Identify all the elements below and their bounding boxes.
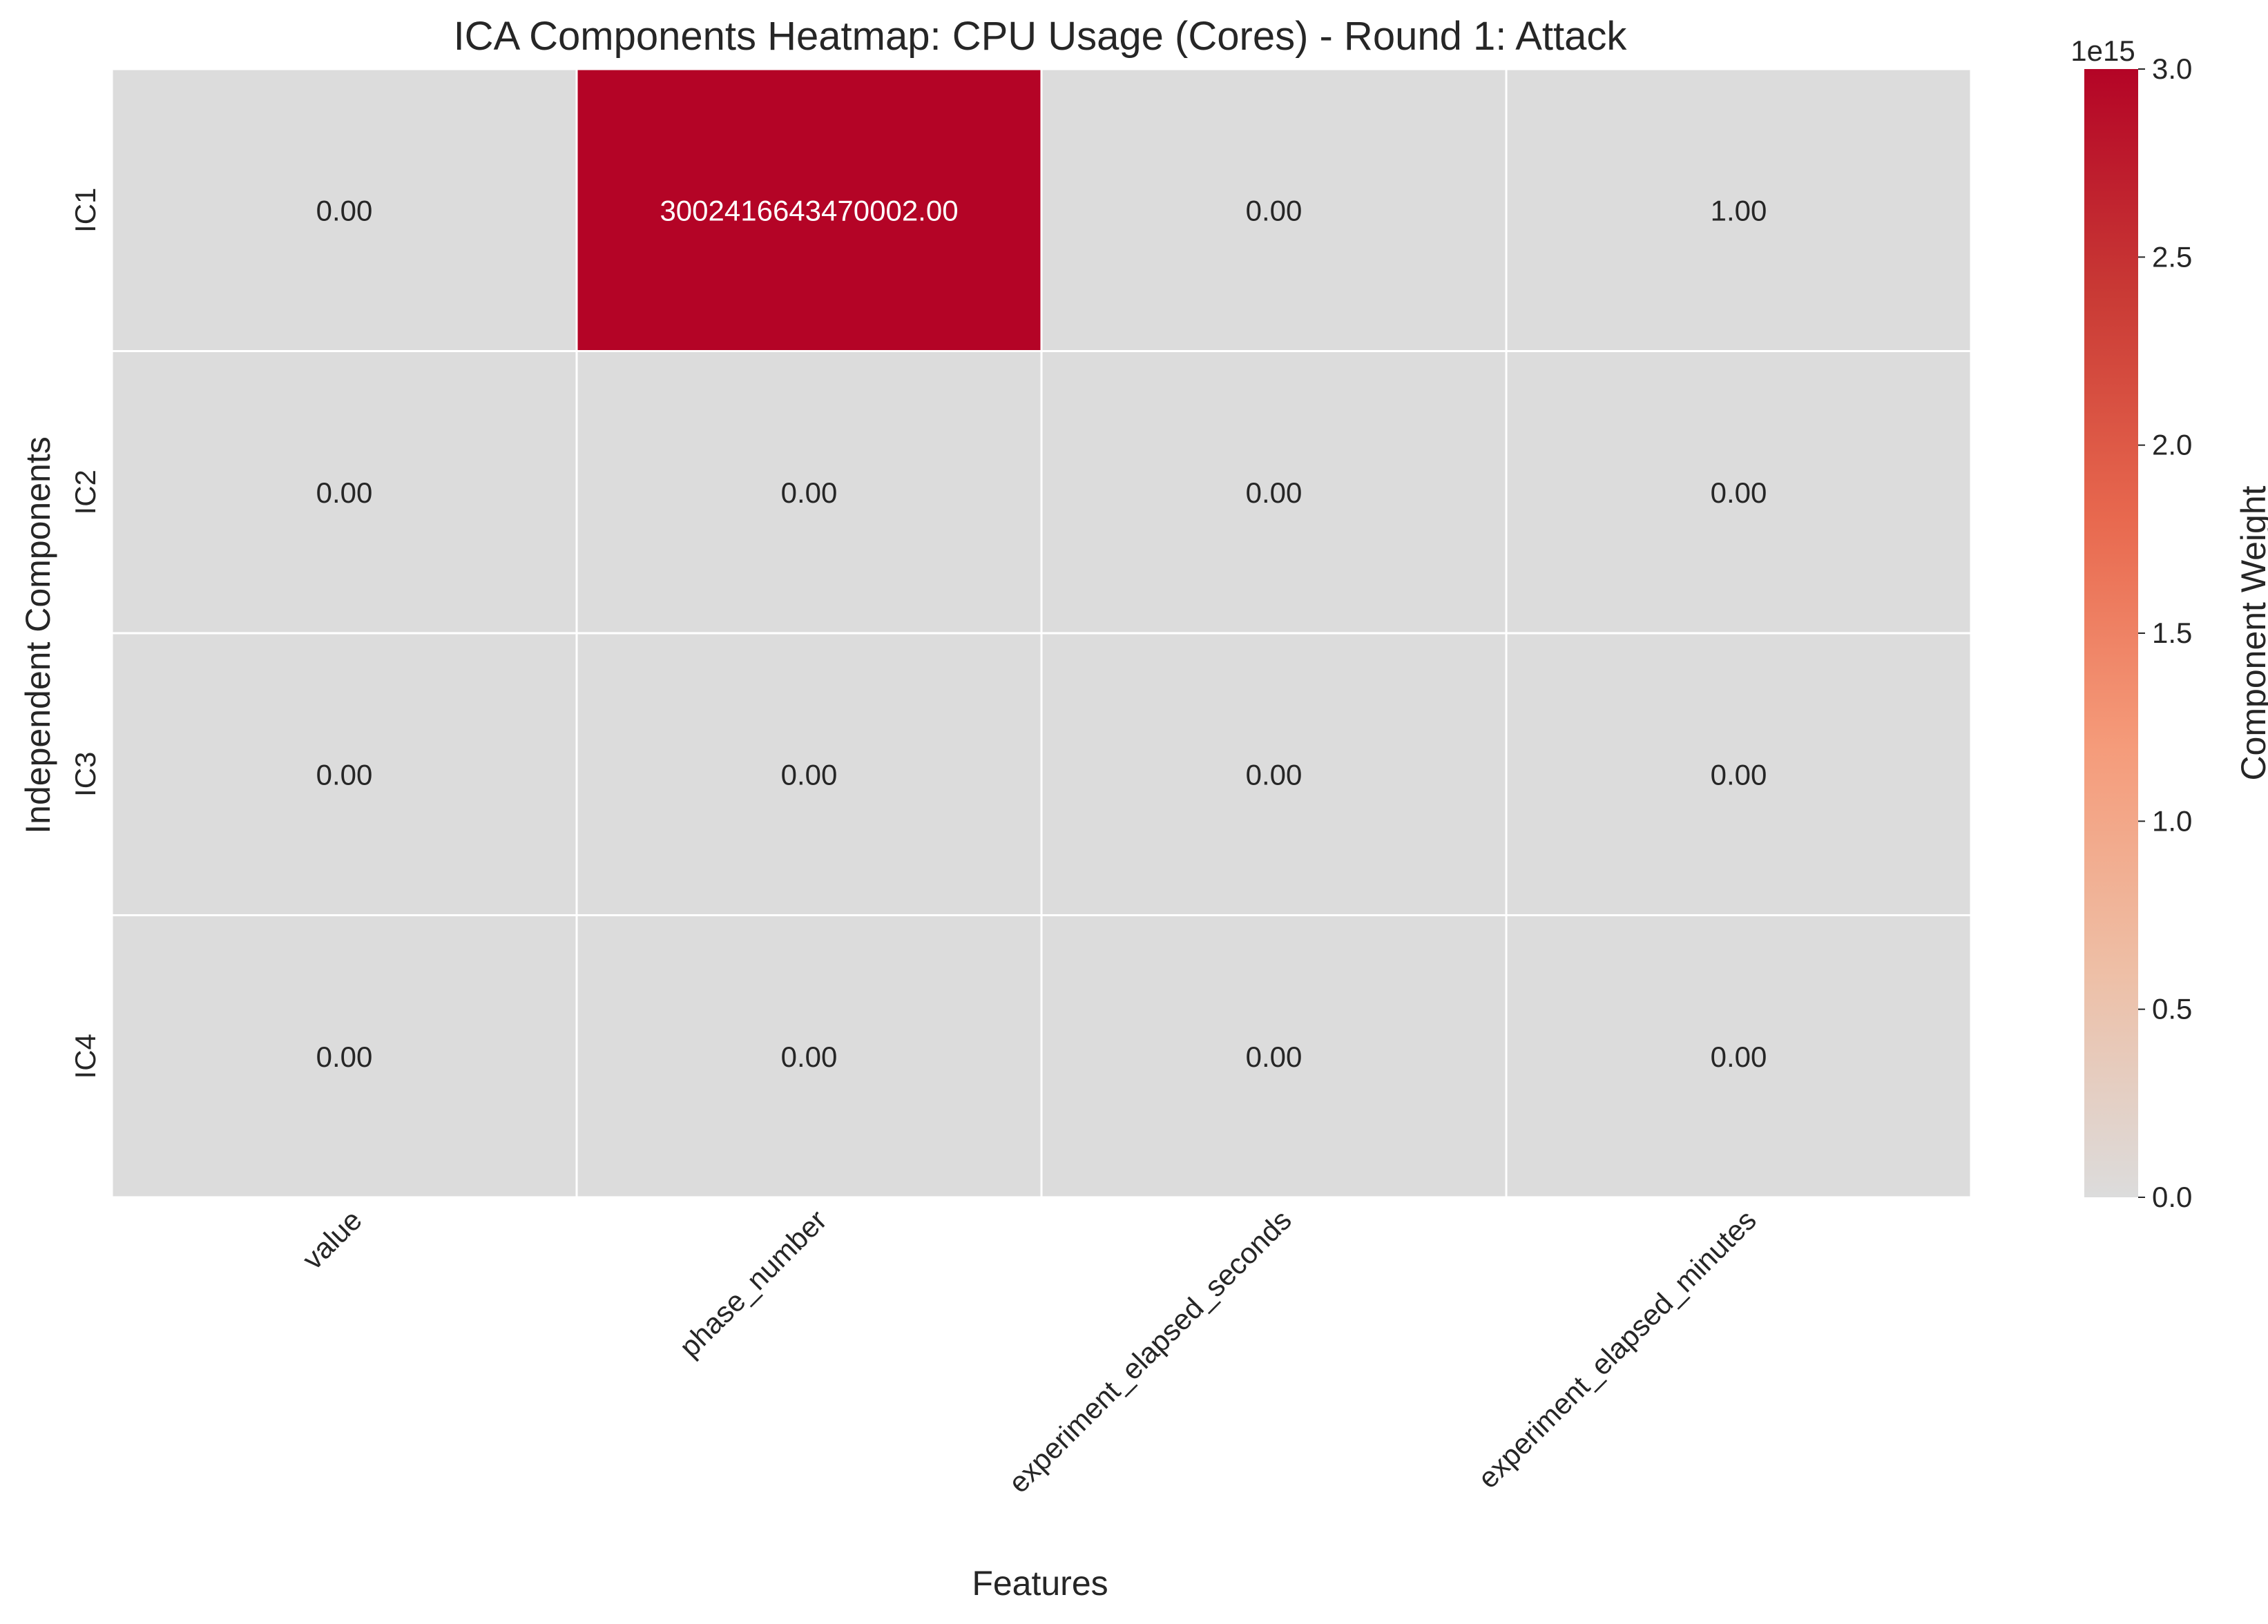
cell-value-label: 0.00 <box>1246 758 1303 791</box>
cell-value-label: 0.00 <box>781 476 838 509</box>
x-axis-label: Features <box>972 1564 1108 1603</box>
heatmap-cell <box>1505 914 1972 1199</box>
colorbar-tick-label: 2.0 <box>2152 429 2192 461</box>
heatmap-cell <box>1040 68 1508 352</box>
heatmap-cell <box>110 68 578 352</box>
x-tick-labels: value phase_number experiment_elapsed_seco… <box>296 1204 1762 1499</box>
cell-value-label: 0.00 <box>1711 758 1767 791</box>
heatmap-cell <box>575 632 1043 916</box>
heatmap-cell <box>110 350 578 635</box>
cell-value-label: 0.00 <box>1246 476 1303 509</box>
cell-value-label: 0.00 <box>316 194 373 226</box>
cell-value-label: 0.00 <box>781 1041 838 1073</box>
x-tick-label: value <box>296 1204 368 1275</box>
colorbar-tick-label: 0.5 <box>2152 993 2192 1025</box>
cell-value-label: 0.00 <box>1711 476 1767 509</box>
heatmap-cell <box>575 914 1043 1199</box>
heatmap-cell <box>1505 632 1972 916</box>
heatmap-cell <box>1040 350 1508 635</box>
cell-value-label: 0.00 <box>316 758 373 791</box>
cell-value-label: 3002416643470002.00 <box>660 194 958 226</box>
x-tick-label: experiment_elapsed_minutes <box>1472 1204 1762 1494</box>
colorbar <box>2084 69 2138 1197</box>
heatmap-cell <box>575 350 1043 635</box>
chart-title: ICA Components Heatmap: CPU Usage (Cores… <box>454 14 1628 59</box>
x-tick-label: experiment_elapsed_seconds <box>1002 1204 1298 1499</box>
heatmap-cell <box>575 68 1043 352</box>
cell-value-label: 1.00 <box>1711 194 1767 226</box>
cell-value-label: 0.00 <box>781 758 838 791</box>
y-tick-label: IC1 <box>69 188 102 233</box>
colorbar-ticks: 0.0 0.5 1.0 1.5 2.0 2.5 3.0 <box>2138 52 2192 1213</box>
heatmap-cell <box>1505 68 1972 352</box>
y-tick-label: IC3 <box>69 752 102 797</box>
y-tick-label: IC2 <box>69 470 102 514</box>
y-axis-label: Independent Components <box>19 436 57 833</box>
colorbar-tick-label: 3.0 <box>2152 52 2192 85</box>
colorbar-offset-label: 1e15 <box>2070 35 2135 67</box>
heatmap-cell <box>110 914 578 1199</box>
heatmap-cells <box>110 68 1972 1199</box>
y-tick-labels: IC1 IC2 IC3 IC4 <box>69 188 102 1079</box>
colorbar-tick-label: 1.0 <box>2152 804 2192 837</box>
colorbar-label: Component Weight <box>2234 485 2268 780</box>
heatmap-cell-labels: 0.00 3002416643470002.00 0.00 1.00 0.00 0.00 0… <box>316 194 1767 1073</box>
heatmap-cell <box>1040 914 1508 1199</box>
colorbar-tick-label: 1.5 <box>2152 617 2192 649</box>
cell-value-label: 0.00 <box>1711 1041 1767 1073</box>
colorbar-tick-label: 2.5 <box>2152 240 2192 273</box>
cell-value-label: 0.00 <box>316 1041 373 1073</box>
cell-value-label: 0.00 <box>316 476 373 509</box>
colorbar-tick-label: 0.0 <box>2152 1181 2192 1213</box>
y-tick-label: IC4 <box>69 1034 102 1079</box>
cell-value-label: 0.00 <box>1246 194 1303 226</box>
cell-value-label: 0.00 <box>1246 1041 1303 1073</box>
x-tick-label: phase_number <box>673 1204 832 1363</box>
heatmap-cell <box>1505 350 1972 635</box>
